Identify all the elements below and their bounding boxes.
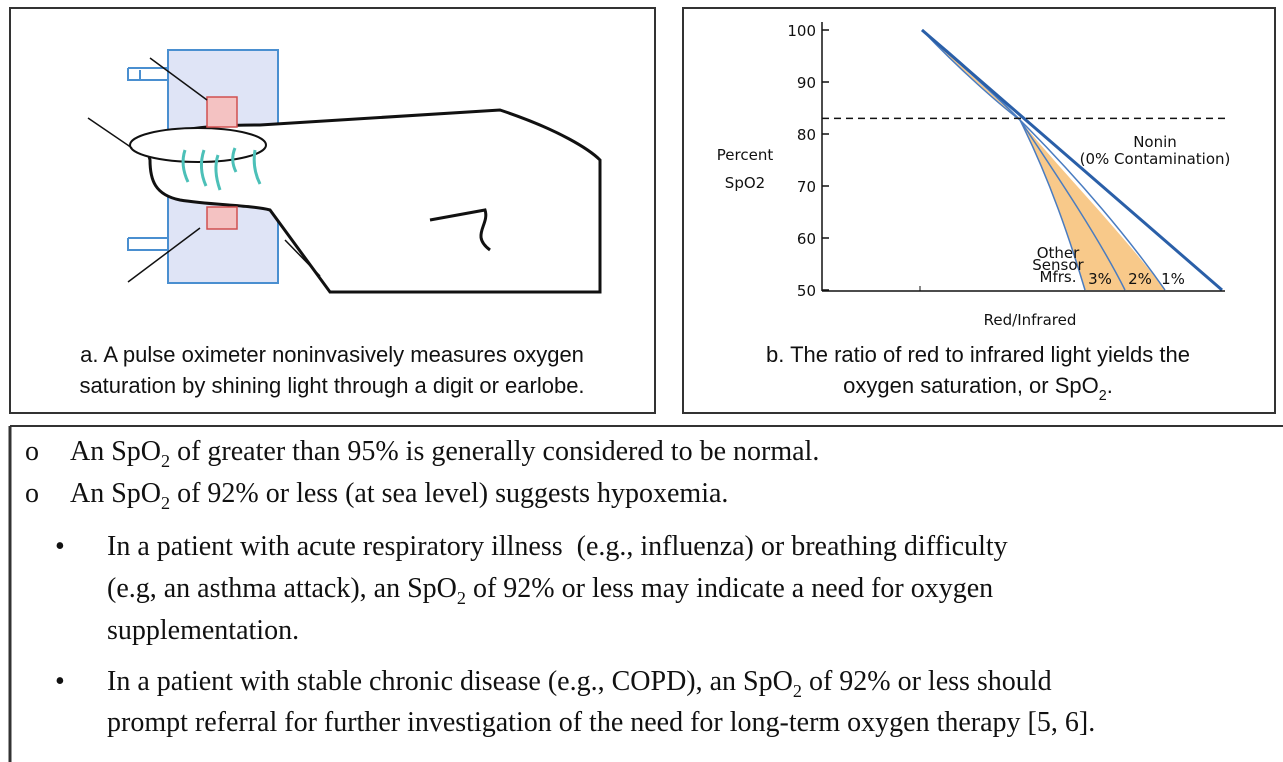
list-marker: o	[25, 478, 39, 509]
other-label: Other	[1037, 244, 1080, 262]
y-tick-label: 50	[797, 282, 816, 300]
text-run: An SpO	[70, 478, 161, 509]
curve-label: 2%	[1128, 270, 1152, 288]
panel-a-frame	[9, 7, 656, 414]
note-line: An SpO2 of 92% or less (at sea level) su…	[70, 478, 728, 513]
y-axis-label: Percent	[717, 146, 774, 164]
note-line: In a patient with stable chronic disease…	[107, 666, 1052, 701]
caption-a: saturation by shining light through a di…	[79, 373, 584, 398]
nonin-label: (0% Contamination)	[1080, 150, 1231, 168]
text-run: supplementation.	[107, 615, 299, 646]
spo2-chart: 50 60 70 80 90 100 Percent SpO2 Red/Infrared Noni…	[717, 22, 1231, 329]
subscript: 2	[457, 588, 466, 608]
y-axis-label: SpO2	[725, 174, 765, 192]
subscript: 2	[1099, 388, 1107, 404]
curve-label: 3%	[1088, 270, 1112, 288]
text-run: In a patient with acute respiratory illn…	[107, 531, 1008, 562]
text-run: of greater than 95% is generally conside…	[170, 436, 819, 467]
note-line: supplementation.	[107, 615, 299, 646]
text-run: (e.g, an asthma attack), an SpO	[107, 573, 457, 604]
text-run: In a patient with stable chronic disease…	[107, 666, 793, 697]
list-marker: •	[55, 531, 65, 562]
list-marker: •	[55, 666, 65, 697]
finger-diagram	[87, 49, 602, 294]
y-tick-label: 60	[797, 230, 816, 248]
text-run: of 92% or less should	[802, 666, 1052, 697]
x-axis-label: Red/Infrared	[984, 311, 1077, 329]
subscript: 2	[793, 681, 802, 701]
text-run: of 92% or less (at sea level) suggests h…	[170, 478, 728, 509]
y-tick-label: 90	[797, 74, 816, 92]
nonin-label: Nonin	[1133, 133, 1177, 151]
text-run: prompt referral for further investigatio…	[107, 707, 1095, 738]
y-tick-label: 80	[797, 126, 816, 144]
other-label: Mfrs.	[1040, 268, 1077, 286]
note-line: In a patient with acute respiratory illn…	[107, 531, 1008, 562]
subscript: 2	[161, 493, 170, 513]
contamination-band	[922, 30, 1165, 290]
panel-b-frame	[682, 7, 1276, 414]
subscript: 2	[161, 451, 170, 471]
list-marker: o	[25, 436, 39, 467]
curve-label: 1%	[1161, 270, 1185, 288]
y-tick-label: 100	[787, 22, 816, 40]
note-line: An SpO2 of greater than 95% is generally…	[70, 436, 819, 471]
text-run: An SpO	[70, 436, 161, 467]
note-line: prompt referral for further investigatio…	[107, 707, 1095, 738]
text-run: .	[1107, 373, 1113, 398]
caption-a: a. A pulse oximeter noninvasively measur…	[80, 342, 584, 367]
text-run: b. The ratio of red to infrared light yi…	[766, 342, 1190, 367]
text-run: of 92% or less may indicate a need for o…	[466, 573, 993, 604]
y-tick-label: 70	[797, 178, 816, 196]
text-run: oxygen saturation, or SpO	[843, 373, 1099, 398]
nonin-line	[921, 28, 1223, 292]
note-line: (e.g, an asthma attack), an SpO2 of 92% …	[107, 573, 993, 608]
caption-b: oxygen saturation, or SpO2.	[843, 373, 1113, 404]
other-label: Sensor	[1032, 256, 1084, 274]
caption-b: b. The ratio of red to infrared light yi…	[766, 342, 1190, 367]
